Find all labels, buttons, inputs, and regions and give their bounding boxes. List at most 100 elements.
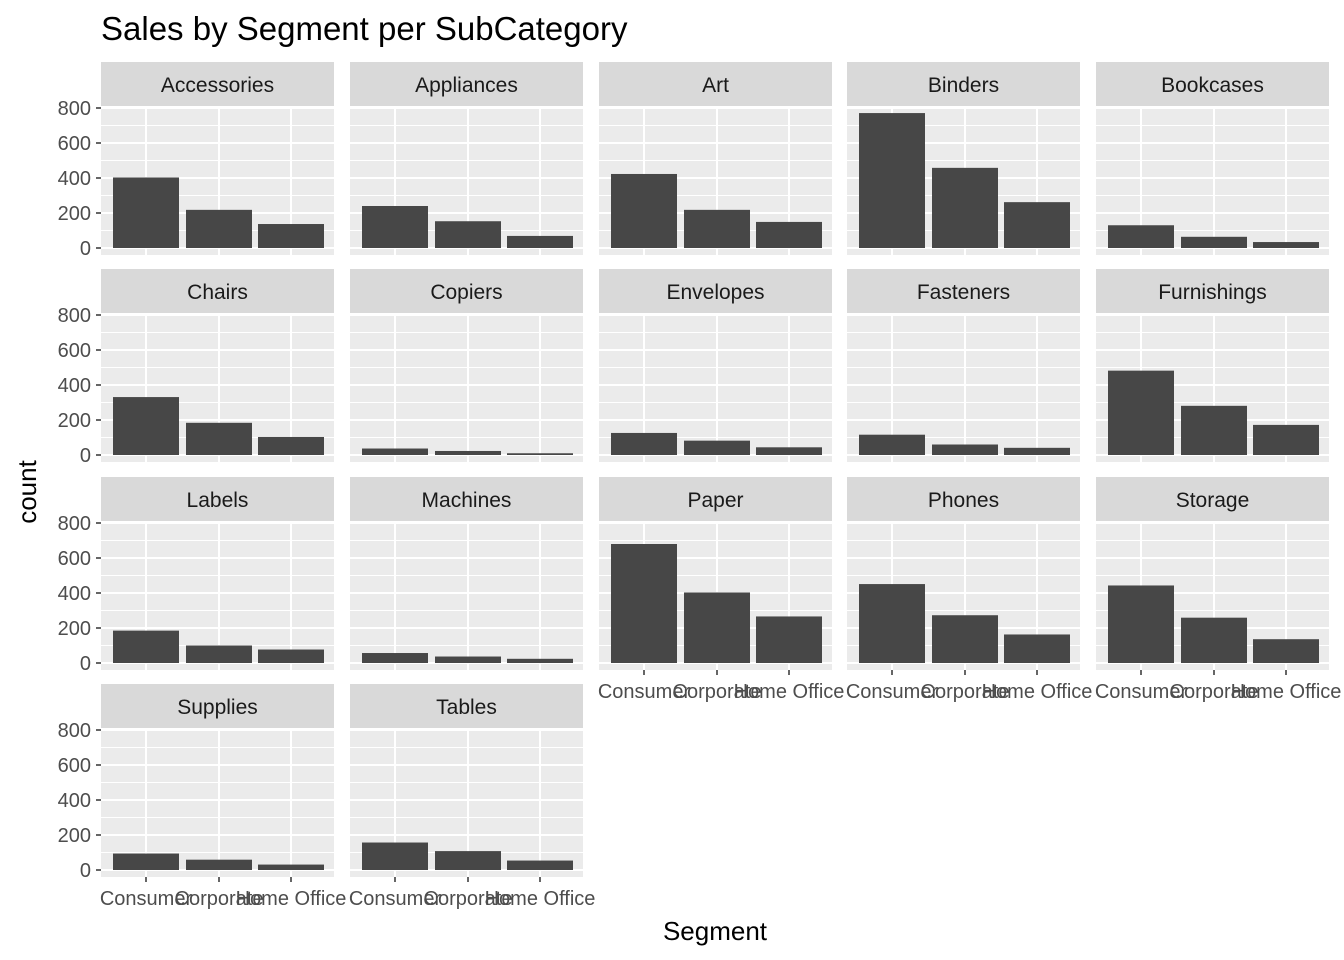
facet-strip-label: Tables	[436, 696, 497, 719]
bar	[611, 173, 677, 248]
y-tick-label: 400	[58, 790, 91, 812]
bar	[684, 440, 750, 455]
y-tick-label: 600	[58, 340, 91, 362]
facet-strip-label: Chairs	[187, 281, 248, 304]
bar	[1253, 242, 1319, 248]
facet-panel: Accessories 0 200 400 600 800	[58, 62, 334, 260]
x-tick-label: Home Office	[1231, 681, 1342, 703]
facet-strip	[847, 477, 1080, 521]
bar	[1181, 236, 1247, 248]
bar	[362, 206, 428, 248]
bar	[756, 447, 822, 455]
facet-strip	[1096, 269, 1329, 313]
y-tick-label: 200	[58, 203, 91, 225]
facet-panels: Accessories 0 200 400 600 800 Appliances Art Bin…	[58, 62, 1342, 910]
x-tick-label: Corporate	[1170, 681, 1259, 703]
facet-strip	[1096, 477, 1329, 521]
bar	[611, 544, 677, 663]
bar	[932, 444, 998, 455]
facet-strip	[101, 269, 334, 313]
y-tick-label: 800	[58, 513, 91, 535]
facet-panel: Appliances	[350, 62, 583, 255]
facet-panel: Bookcases	[1096, 62, 1329, 255]
facet-strip-label: Storage	[1176, 489, 1250, 512]
facet-strip-label: Phones	[928, 489, 999, 512]
bar	[113, 177, 179, 248]
bar	[113, 397, 179, 455]
facet-strip	[101, 477, 334, 521]
y-tick-label: 400	[58, 375, 91, 397]
facet-strip	[350, 62, 583, 106]
facet-strip	[350, 477, 583, 521]
y-tick-label: 400	[58, 583, 91, 605]
x-tick-label: Home Office	[236, 888, 347, 910]
y-tick-label: 600	[58, 548, 91, 570]
facet-strip-label: Art	[702, 74, 729, 97]
bar	[435, 656, 501, 663]
facet-strip	[847, 62, 1080, 106]
bar	[859, 584, 925, 663]
y-tick-label: 400	[58, 168, 91, 190]
facet-panel: Chairs 0 200 400 600 800	[58, 269, 334, 467]
bar	[113, 853, 179, 870]
facet-strip	[847, 269, 1080, 313]
y-tick-label: 200	[58, 410, 91, 432]
bar	[1004, 202, 1070, 248]
bar	[258, 224, 324, 248]
x-tick-label: Consumer	[1095, 681, 1188, 703]
bar	[186, 859, 252, 870]
facet-panel: Binders	[847, 62, 1080, 255]
bar	[1004, 634, 1070, 663]
bar	[362, 448, 428, 455]
bar	[611, 432, 677, 455]
y-tick-label: 600	[58, 133, 91, 155]
facet-strip-label: Binders	[928, 74, 999, 97]
y-tick-label: 800	[58, 720, 91, 742]
x-tick-label: Home Office	[734, 681, 845, 703]
bar	[1253, 424, 1319, 455]
bar	[186, 209, 252, 248]
bar	[258, 649, 324, 663]
bar	[1108, 225, 1174, 248]
facet-strip-label: Labels	[187, 489, 249, 512]
y-tick-label: 600	[58, 755, 91, 777]
bar	[186, 645, 252, 663]
bar	[1181, 617, 1247, 663]
facet-panel: Copiers	[350, 269, 583, 462]
bar	[258, 436, 324, 455]
bar	[756, 616, 822, 663]
facet-strip-label: Bookcases	[1161, 74, 1264, 97]
bar	[756, 221, 822, 248]
chart-title: Sales by Segment per SubCategory	[101, 10, 628, 47]
bar	[684, 209, 750, 248]
bar	[1181, 405, 1247, 455]
x-axis-title: Segment	[663, 916, 768, 946]
facet-strip-label: Fasteners	[917, 281, 1010, 304]
panel-background	[350, 523, 583, 670]
facet-strip	[101, 62, 334, 106]
bar	[258, 864, 324, 870]
x-tick-label: Home Office	[982, 681, 1093, 703]
bar	[859, 434, 925, 455]
x-tick-label: Consumer	[846, 681, 939, 703]
bar	[932, 167, 998, 248]
panel-background	[350, 315, 583, 462]
bar	[507, 860, 573, 870]
y-axis-title: count	[12, 459, 42, 523]
facet-strip-label: Envelopes	[666, 281, 764, 304]
facet-strip	[350, 269, 583, 313]
bar	[507, 658, 573, 663]
y-tick-label: 0	[80, 653, 91, 675]
x-tick-label: Corporate	[424, 888, 513, 910]
x-tick-label: Home Office	[485, 888, 596, 910]
bar	[113, 630, 179, 663]
x-tick-label: Consumer	[598, 681, 691, 703]
bar	[1004, 447, 1070, 455]
y-tick-label: 200	[58, 825, 91, 847]
bar	[684, 592, 750, 663]
